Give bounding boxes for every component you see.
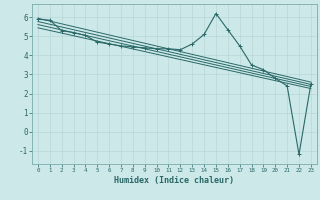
X-axis label: Humidex (Indice chaleur): Humidex (Indice chaleur) [115,176,234,185]
